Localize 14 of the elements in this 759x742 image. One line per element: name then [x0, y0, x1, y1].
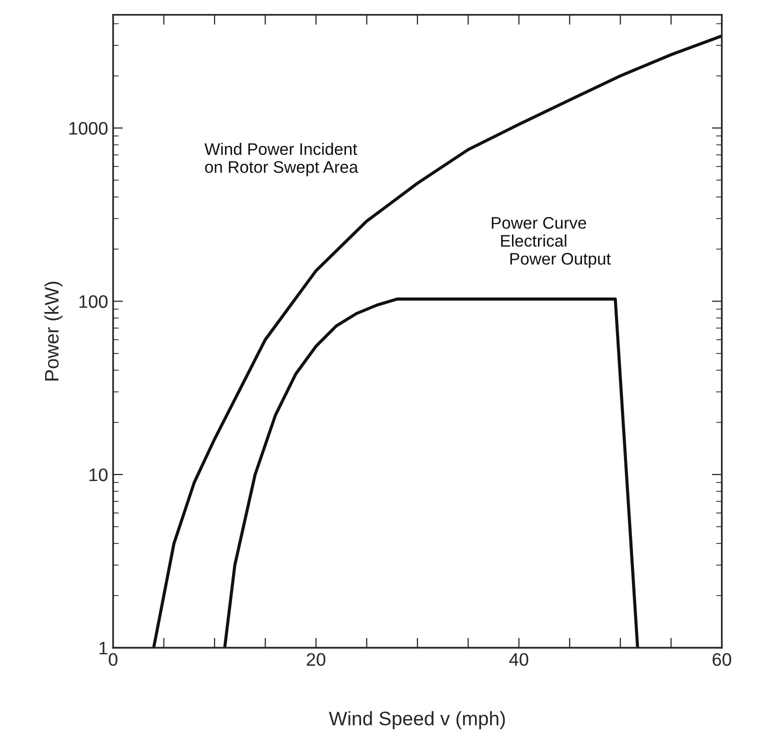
text: Wind Power Incident on Rotor Swept Area — [204, 142, 358, 176]
x-tick-label: 20 — [306, 653, 326, 666]
x-tick-label: 60 — [712, 653, 732, 666]
y-tick-label: 10 — [90, 468, 108, 482]
line-series — [152, 34, 722, 648]
y-tick-label: 100 — [79, 295, 108, 308]
y-tick-label: 1000 — [69, 122, 108, 135]
y-axis-title: Power (kW) — [44, 282, 63, 380]
x-tick-label: 0 — [108, 653, 118, 666]
x-axis-title: Wind Speed v (mph) — [328, 711, 505, 730]
x-tick-label: 40 — [509, 653, 528, 666]
y-tick-label: 1 — [100, 642, 108, 654]
series-label: Power Curve Electrical Power Output — [492, 217, 611, 268]
line-series — [223, 298, 640, 648]
